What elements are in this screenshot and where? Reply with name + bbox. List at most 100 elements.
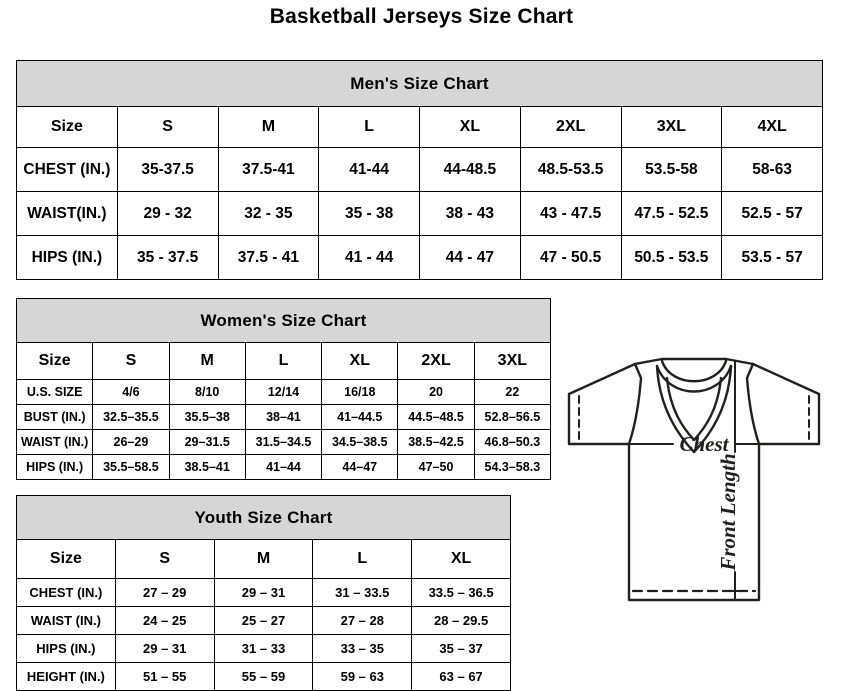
womens-waist-xl: 34.5–38.5 — [321, 429, 399, 455]
womens-row-label-bust: BUST (IN.) — [15, 404, 94, 430]
womens-row-label-waist: WAIST (IN.) — [15, 429, 94, 455]
womens-size-col-l: L — [244, 342, 323, 380]
womens-hips-m: 38.5–41 — [168, 454, 246, 480]
table-row: CHEST (IN.) 35-37.5 37.5-41 41-44 44-48.… — [16, 147, 823, 192]
mens-chest-s: 35-37.5 — [116, 147, 219, 192]
chest-measurement-label: Chest — [679, 432, 729, 456]
womens-size-header-row: Size S M L XL 2XL 3XL — [15, 342, 552, 380]
table-row: HEIGHT (IN.) 51 – 55 55 – 59 59 – 63 63 … — [16, 662, 511, 691]
womens-ussize-s: 4/6 — [92, 379, 170, 405]
womens-waist-3xl: 46.8–50.3 — [473, 429, 552, 455]
youth-height-s: 51 – 55 — [114, 662, 215, 691]
mens-size-col-s: S — [116, 106, 219, 148]
mens-hips-3xl: 50.5 - 53.5 — [620, 235, 723, 280]
mens-size-chart-table: Men's Size Chart Size S M L XL 2XL 3XL 4… — [16, 60, 823, 280]
table-row: HIPS (IN.) 29 – 31 31 – 33 33 – 35 35 – … — [16, 634, 511, 663]
womens-row-label-hips: HIPS (IN.) — [15, 454, 94, 480]
youth-chest-xl: 33.5 – 36.5 — [411, 578, 511, 607]
youth-waist-m: 25 – 27 — [213, 606, 314, 635]
youth-row-label-waist: WAIST (IN.) — [16, 606, 116, 635]
womens-hips-2xl: 47–50 — [397, 454, 475, 480]
mens-hips-s: 35 - 37.5 — [116, 235, 219, 280]
mens-chest-2xl: 48.5-53.5 — [519, 147, 622, 192]
womens-size-chart-table: Women's Size Chart Size S M L XL 2XL 3XL… — [15, 298, 552, 480]
womens-size-header-label: Size — [15, 342, 94, 380]
womens-bust-3xl: 52.8–56.5 — [473, 404, 552, 430]
youth-height-m: 55 – 59 — [213, 662, 314, 691]
womens-ussize-l: 12/14 — [244, 379, 323, 405]
womens-ussize-xl: 16/18 — [321, 379, 399, 405]
table-row: WAIST (IN.) 24 – 25 25 – 27 27 – 28 28 –… — [16, 606, 511, 635]
youth-size-col-xl: XL — [411, 539, 511, 579]
table-row: BUST (IN.) 32.5–35.5 35.5–38 38–41 41–44… — [15, 404, 552, 430]
womens-bust-2xl: 44.5–48.5 — [397, 404, 475, 430]
womens-size-col-2xl: 2XL — [397, 342, 475, 380]
v-neck-outer — [655, 364, 733, 454]
mens-waist-4xl: 52.5 - 57 — [721, 191, 823, 236]
mens-size-header-row: Size S M L XL 2XL 3XL 4XL — [16, 106, 823, 148]
youth-chest-l: 31 – 33.5 — [312, 578, 413, 607]
table-row: WAIST (IN.) 26–29 29–31.5 31.5–34.5 34.5… — [15, 429, 552, 455]
mens-size-col-2xl: 2XL — [519, 106, 622, 148]
mens-chest-xl: 44-48.5 — [419, 147, 521, 192]
v-neck-inner — [665, 376, 723, 442]
mens-hips-4xl: 53.5 - 57 — [721, 235, 823, 280]
mens-row-label-hips: HIPS (IN.) — [16, 235, 118, 280]
mens-row-label-waist: WAIST(IN.) — [16, 191, 118, 236]
mens-chest-4xl: 58-63 — [721, 147, 823, 192]
womens-hips-3xl: 54.3–58.3 — [473, 454, 552, 480]
jersey-body-outline — [627, 442, 761, 602]
womens-bust-xl: 41–44.5 — [321, 404, 399, 430]
mens-waist-2xl: 43 - 47.5 — [519, 191, 622, 236]
table-row: WAIST(IN.) 29 - 32 32 - 35 35 - 38 38 - … — [16, 191, 823, 236]
table-row: U.S. SIZE 4/6 8/10 12/14 16/18 20 22 — [15, 379, 552, 405]
right-shoulder-line — [724, 357, 755, 366]
youth-chest-m: 29 – 31 — [213, 578, 314, 607]
youth-chart-title-row: Youth Size Chart — [16, 495, 511, 540]
mens-hips-m: 37.5 - 41 — [217, 235, 320, 280]
youth-waist-l: 27 – 28 — [312, 606, 413, 635]
womens-chart-title-row: Women's Size Chart — [16, 298, 551, 343]
youth-size-col-l: L — [312, 539, 413, 579]
left-shoulder-line — [633, 357, 664, 366]
youth-waist-xl: 28 – 29.5 — [411, 606, 511, 635]
mens-size-col-xl: XL — [419, 106, 521, 148]
youth-hips-l: 33 – 35 — [312, 634, 413, 663]
womens-ussize-m: 8/10 — [168, 379, 246, 405]
mens-size-col-l: L — [318, 106, 420, 148]
mens-size-col-m: M — [217, 106, 320, 148]
womens-hips-xl: 44–47 — [321, 454, 399, 480]
youth-size-chart-table: Youth Size Chart Size S M L XL CHEST (IN… — [16, 495, 511, 691]
collar-band-curve — [660, 359, 728, 383]
womens-bust-m: 35.5–38 — [168, 404, 246, 430]
collar-band-curve-inner — [655, 364, 733, 393]
womens-ussize-2xl: 20 — [397, 379, 475, 405]
mens-chest-l: 41-44 — [318, 147, 420, 192]
womens-hips-s: 35.5–58.5 — [92, 454, 170, 480]
womens-hips-l: 41–44 — [244, 454, 323, 480]
womens-size-col-xl: XL — [321, 342, 399, 380]
youth-size-header-row: Size S M L XL — [16, 539, 511, 579]
mens-waist-m: 32 - 35 — [217, 191, 320, 236]
womens-waist-l: 31.5–34.5 — [244, 429, 323, 455]
page-title: Basketball Jerseys Size Chart — [269, 5, 574, 28]
womens-bust-s: 32.5–35.5 — [92, 404, 170, 430]
mens-size-header-label: Size — [16, 106, 118, 148]
mens-chest-3xl: 53.5-58 — [620, 147, 723, 192]
youth-row-label-height: HEIGHT (IN.) — [16, 662, 116, 691]
womens-size-col-3xl: 3XL — [473, 342, 552, 380]
front-length-measurement-label: Front Length — [716, 453, 740, 571]
womens-size-col-s: S — [92, 342, 170, 380]
womens-size-col-m: M — [168, 342, 246, 380]
youth-size-col-s: S — [114, 539, 215, 579]
youth-chest-s: 27 – 29 — [114, 578, 215, 607]
mens-hips-2xl: 47 - 50.5 — [519, 235, 622, 280]
youth-chart-title: Youth Size Chart — [16, 495, 511, 540]
mens-size-col-4xl: 4XL — [721, 106, 823, 148]
youth-height-l: 59 – 63 — [312, 662, 413, 691]
womens-ussize-3xl: 22 — [473, 379, 552, 405]
youth-hips-m: 31 – 33 — [213, 634, 314, 663]
table-row: CHEST (IN.) 27 – 29 29 – 31 31 – 33.5 33… — [16, 578, 511, 607]
womens-chart-title: Women's Size Chart — [16, 298, 551, 343]
table-row: HIPS (IN.) 35 - 37.5 37.5 - 41 41 - 44 4… — [16, 235, 823, 280]
